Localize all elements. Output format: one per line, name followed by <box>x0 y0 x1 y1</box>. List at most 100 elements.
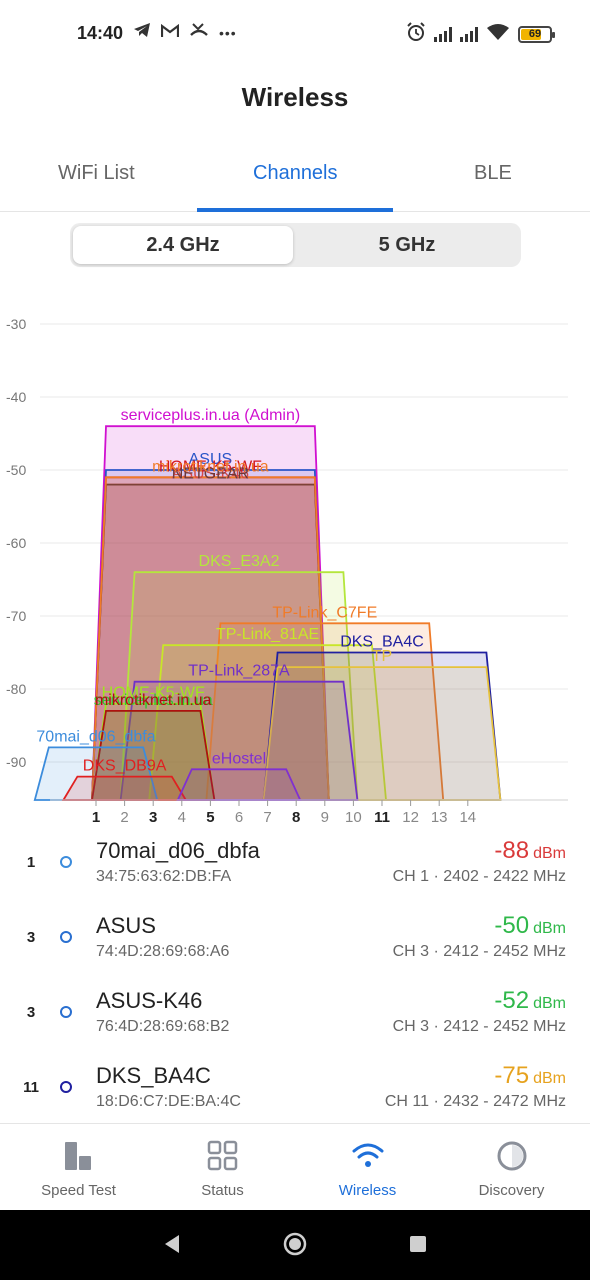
x-tick-label: 4 <box>178 809 186 826</box>
wifi-icon <box>486 23 510 45</box>
network-mac: 74:4D:28:69:68:A6 <box>96 943 230 960</box>
notification-icons: ••• <box>133 22 237 43</box>
nav-discovery[interactable]: Discovery <box>438 1124 585 1211</box>
y-tick-label: -50 <box>6 462 26 478</box>
channel-frequency: CH 11 · 2432 - 2472 MHz <box>384 1093 566 1110</box>
network-mac: 34:75:63:62:DB:FA <box>96 868 232 885</box>
network-area <box>61 775 188 801</box>
nav-label: Status <box>201 1182 244 1199</box>
tab-ble[interactable]: BLE <box>474 162 512 184</box>
x-tick-label: 8 <box>292 809 300 826</box>
network-ssid: ASUS <box>96 913 156 938</box>
channel-frequency: CH 1 · 2402 - 2422 MHz <box>392 868 566 885</box>
network-label: ASUS <box>189 451 233 468</box>
channel-number: 1 <box>26 854 36 871</box>
y-tick-label: -70 <box>6 608 26 624</box>
recents-icon[interactable] <box>406 1232 430 1256</box>
signal-strength: -50 dBm <box>494 912 566 940</box>
network-label: DKS_DB9A <box>83 758 167 775</box>
status-time: 14:40 <box>77 23 124 43</box>
nav-wireless[interactable]: Wireless <box>294 1124 441 1211</box>
x-tick-label: 12 <box>402 809 419 826</box>
network-area <box>176 768 302 801</box>
band-selector: 2.4 GHz 5 GHz <box>70 223 521 267</box>
network-label: HOME-K5-WF <box>159 458 262 475</box>
network-ssid: ASUS-K46 <box>96 988 203 1013</box>
bottom-navigation: Speed Test Status Wireless Discovery <box>0 1123 590 1210</box>
signal-unit: dBm <box>533 1070 566 1087</box>
channel-dot-icon <box>60 1081 72 1093</box>
x-tick-label: 11 <box>374 809 390 826</box>
network-label: DKS_E3A2 <box>199 553 280 570</box>
telegram-icon <box>133 22 151 43</box>
alarm-icon <box>406 22 426 46</box>
battery-icon: 69 <box>518 25 555 43</box>
y-tick-label: -60 <box>6 535 26 551</box>
tab-channels[interactable]: Channels <box>253 162 338 184</box>
y-tick-label: -80 <box>6 681 26 697</box>
network-label: TP-Link_287A <box>188 663 290 680</box>
channel-number: 3 <box>26 1004 36 1021</box>
channel-dot-icon <box>60 856 72 868</box>
channel-number: 11 <box>23 1079 39 1096</box>
network-ssid: 70mai_d06_dbfa <box>96 838 260 863</box>
network-ssid: DKS_BA4C <box>96 1063 211 1088</box>
network-mac: 76:4D:28:69:68:B2 <box>96 1018 230 1035</box>
network-label: NETGEAR <box>172 466 249 483</box>
signal-strength: -52 dBm <box>494 987 566 1015</box>
network-row[interactable]: 3 ASUS-K46 76:4D:28:69:68:B2 -52 dBm CH 3… <box>0 980 590 1055</box>
signal-unit: dBm <box>533 845 566 862</box>
tab-wifi-list[interactable]: WiFi List <box>58 162 135 184</box>
channel-frequency: CH 3 · 2412 - 2452 MHz <box>392 943 566 960</box>
nav-speed-test[interactable]: Speed Test <box>5 1124 152 1211</box>
home-icon[interactable] <box>283 1232 307 1256</box>
network-label: DKS_BA4C <box>340 634 424 651</box>
page-title: Wireless <box>241 82 349 112</box>
network-row[interactable]: 11 DKS_BA4C 18:D6:C7:DE:BA:4C -75 dBm CH … <box>0 1055 590 1130</box>
speed-test-icon <box>64 1142 91 1170</box>
back-icon[interactable] <box>160 1232 184 1256</box>
signal-value: -88 <box>494 837 530 864</box>
signal-value: -75 <box>494 1062 530 1089</box>
tab-bar: WiFi List Channels BLE <box>0 150 590 212</box>
network-label: serviceplus.in.ua (Admin) <box>121 407 301 424</box>
network-row[interactable]: 3 ASUS 74:4D:28:69:68:A6 -50 dBm CH 3 · 2… <box>0 905 590 980</box>
network-row[interactable]: 1 70mai_d06_dbfa 34:75:63:62:DB:FA -88 dB… <box>0 830 590 905</box>
x-tick-label: 9 <box>321 809 329 826</box>
network-label: ASUS-K46 <box>172 466 249 483</box>
channel-frequency: CH 3 · 2412 - 2452 MHz <box>392 1018 566 1035</box>
signal-unit: dBm <box>533 920 566 937</box>
network-label: serviceplus.in.ua <box>94 692 213 709</box>
channel-dot-icon <box>60 1006 72 1018</box>
missed-call-icon <box>189 22 209 43</box>
signal-strength: -88 dBm <box>494 837 566 865</box>
wifi-icon <box>352 1143 383 1167</box>
x-tick-label: 13 <box>431 809 448 826</box>
y-tick-label: -30 <box>6 316 26 332</box>
network-list: 1 70mai_d06_dbfa 34:75:63:62:DB:FA -88 dB… <box>0 830 590 1130</box>
x-tick-label: 14 <box>459 809 476 826</box>
more-dots-icon: ••• <box>219 24 237 41</box>
x-tick-label: 1 <box>92 809 100 826</box>
x-tick-label: 5 <box>206 809 214 826</box>
y-tick-label: -90 <box>6 754 26 770</box>
network-label: TP-Link_C7FE <box>272 604 377 621</box>
x-tick-label: 3 <box>149 809 157 826</box>
system-icons: 69 <box>406 22 555 46</box>
signal-value: -52 <box>494 987 530 1014</box>
band-2-4ghz-button[interactable]: 2.4 GHz <box>73 226 293 264</box>
network-label: TP <box>372 648 392 665</box>
network-label: eHostel <box>212 750 266 767</box>
network-label: HOME-K5-WF <box>102 685 205 702</box>
nav-label: Speed Test <box>41 1182 116 1199</box>
nav-status[interactable]: Status <box>149 1124 296 1211</box>
gmail-icon <box>160 23 180 43</box>
system-navigation-bar <box>0 1210 590 1280</box>
channel-chart: serviceplus.in.ua (Admin)ASUSASUS-K46HOM… <box>6 316 568 826</box>
network-label: mikrotiknet.in.ua <box>95 692 212 709</box>
nav-label: Wireless <box>338 1182 397 1199</box>
signal-value: -50 <box>494 912 530 939</box>
x-tick-label: 6 <box>235 809 243 826</box>
nav-label: Discovery <box>478 1182 545 1199</box>
band-5ghz-button[interactable]: 5 GHz <box>378 234 436 256</box>
